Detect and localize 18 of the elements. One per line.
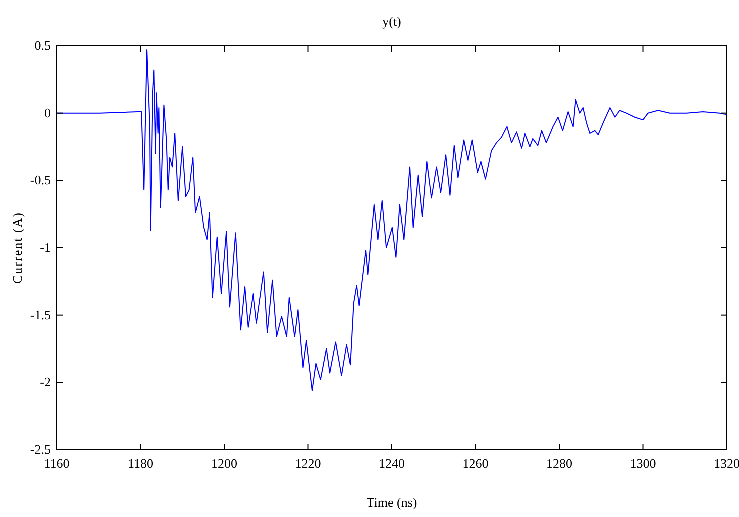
x-tick-label: 1200	[212, 456, 238, 471]
x-tick-label: 1260	[462, 456, 489, 471]
y-axis-title: Current (A)	[10, 212, 25, 284]
x-axis-title: Time (ns)	[366, 495, 418, 510]
y-tick-label: -1.5	[30, 307, 51, 322]
x-tick-label: 1300	[630, 456, 656, 471]
x-tick-label: 1240	[379, 456, 405, 471]
y-tick-label: 0.5	[34, 38, 51, 53]
y-tick-label: -1	[40, 240, 51, 255]
y-tick-label: 0	[44, 105, 51, 120]
x-tick-label: 1220	[295, 456, 322, 471]
x-tick-label: 1180	[128, 456, 154, 471]
x-tick-label: 1160	[44, 456, 70, 471]
y-tick-label: -0.5	[30, 172, 51, 188]
y-tick-label: -2	[40, 374, 51, 390]
y-tick-label: -2.5	[30, 442, 51, 457]
chart-title: y(t)	[382, 14, 402, 29]
x-tick-label: 1280	[546, 456, 572, 471]
